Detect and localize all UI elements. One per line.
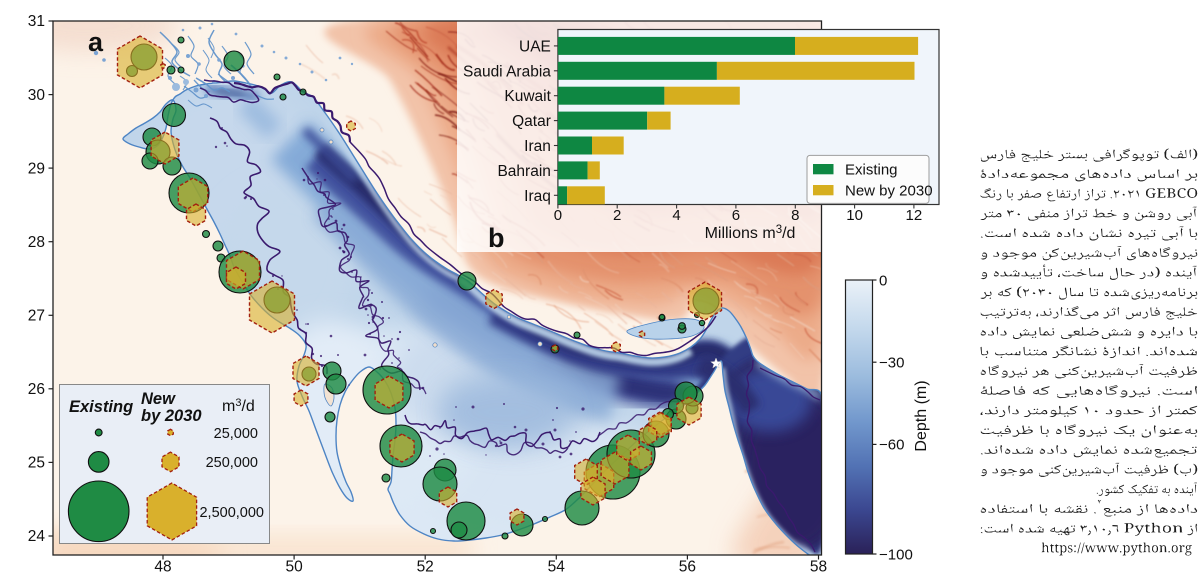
svg-text:52: 52 — [417, 559, 434, 576]
svg-text:a: a — [88, 27, 104, 57]
svg-text:54: 54 — [548, 559, 566, 576]
svg-text:Existing: Existing — [69, 398, 133, 416]
svg-text:UAE: UAE — [519, 38, 551, 55]
svg-text:27: 27 — [28, 308, 45, 325]
svg-text:Iraq: Iraq — [524, 188, 551, 205]
svg-text:56: 56 — [679, 559, 696, 576]
svg-text:25,000: 25,000 — [214, 426, 258, 442]
svg-text:58: 58 — [810, 559, 827, 576]
svg-text:Kuwait: Kuwait — [504, 88, 551, 105]
svg-text:0: 0 — [554, 207, 562, 224]
svg-text:50: 50 — [285, 559, 303, 576]
svg-text:10: 10 — [846, 207, 863, 224]
svg-text:m3/d: m3/d — [222, 397, 255, 415]
svg-text:6: 6 — [732, 207, 740, 224]
svg-text:Bahrain: Bahrain — [497, 163, 550, 180]
svg-text:4: 4 — [672, 207, 680, 224]
svg-text:2: 2 — [613, 207, 621, 224]
svg-text:30: 30 — [28, 87, 46, 104]
svg-text:24: 24 — [28, 528, 46, 545]
svg-text:−100: −100 — [879, 546, 913, 563]
svg-text:28: 28 — [28, 234, 45, 251]
svg-text:25: 25 — [28, 455, 45, 472]
svg-text:by 2030: by 2030 — [141, 407, 202, 425]
svg-text:Iran: Iran — [524, 138, 551, 155]
svg-text:29: 29 — [28, 160, 45, 177]
svg-text:250,000: 250,000 — [206, 455, 258, 471]
svg-text:Depth (m): Depth (m) — [913, 380, 930, 451]
svg-text:2,500,000: 2,500,000 — [199, 505, 264, 521]
svg-text:48: 48 — [154, 559, 171, 576]
svg-text:−60: −60 — [879, 437, 904, 454]
svg-text:Qatar: Qatar — [512, 113, 551, 130]
svg-text:31: 31 — [28, 13, 45, 30]
svg-text:26: 26 — [28, 381, 45, 398]
svg-text:0: 0 — [879, 272, 887, 289]
svg-text:New: New — [141, 390, 176, 408]
svg-text:Existing: Existing — [845, 162, 898, 179]
svg-text:b: b — [488, 223, 505, 253]
svg-text:8: 8 — [791, 207, 799, 224]
svg-text:Millions m3/d: Millions m3/d — [705, 224, 796, 242]
svg-text:New by 2030: New by 2030 — [845, 183, 933, 200]
svg-text:12: 12 — [906, 207, 923, 224]
svg-text:−30: −30 — [879, 355, 904, 372]
svg-text:Saudi Arabia: Saudi Arabia — [463, 63, 551, 80]
